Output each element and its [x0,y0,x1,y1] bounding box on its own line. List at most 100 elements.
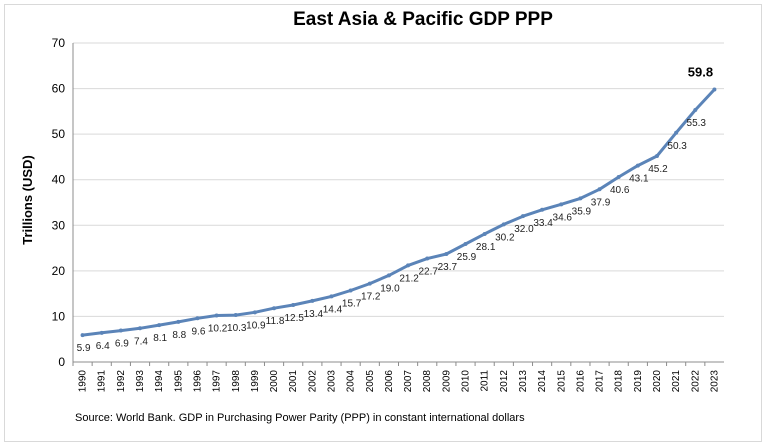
data-label-2013: 32.0 [514,224,534,235]
data-label-2007: 21.2 [399,273,419,284]
gridlines [72,42,724,366]
data-point-1993 [138,326,143,331]
x-tick-2006: 2006 [384,370,395,393]
data-point-1995 [176,319,181,324]
x-tick-1992: 1992 [116,370,127,393]
data-point-1999 [252,310,257,315]
y-tick-0: 0 [58,355,65,369]
y-tick-60: 60 [52,82,66,96]
data-point-2023 [712,87,717,92]
data-point-1996 [195,316,200,321]
x-tick-2011: 2011 [480,370,491,392]
series-line [81,88,716,337]
x-tick-2016: 2016 [575,370,586,393]
x-tick-1993: 1993 [135,370,146,393]
x-tick-1991: 1991 [97,370,108,393]
data-label-1999: 10.9 [246,320,266,331]
data-point-2017 [597,187,602,192]
x-tick-2017: 2017 [595,370,606,393]
data-label-2012: 30.2 [495,232,515,243]
y-tick-70: 70 [52,36,66,50]
x-tick-2010: 2010 [461,370,472,393]
y-tick-10: 10 [52,309,66,323]
x-tick-1990: 1990 [78,370,89,393]
x-tick-1999: 1999 [250,370,261,393]
x-tick-2014: 2014 [537,370,548,393]
data-point-2004 [348,288,353,293]
data-label-1995: 8.8 [172,330,186,341]
data-label-2002: 13.4 [304,309,324,320]
data-label-2001: 12.5 [284,313,304,324]
x-tick-2019: 2019 [633,370,644,393]
chart-title: East Asia & Pacific GDP PPP [293,9,553,30]
x-tick-2015: 2015 [556,370,567,393]
x-tick-2004: 2004 [346,370,357,393]
data-label-1991: 6.4 [96,341,110,352]
data-label-1993: 7.4 [134,336,148,347]
data-point-2016 [578,196,583,201]
data-label-1990: 5.9 [77,343,91,354]
data-label-2006: 19.0 [380,283,400,294]
data-label-2019: 43.1 [629,174,649,185]
data-point-2000 [272,306,277,311]
data-label-2020: 45.2 [648,164,668,175]
x-tick-2000: 2000 [269,370,280,393]
data-point-1990 [80,333,85,338]
data-point-2003 [329,294,334,299]
x-tick-2013: 2013 [518,370,529,393]
y-tick-40: 40 [52,173,66,187]
series-gdp [80,87,717,338]
data-point-2015 [559,202,564,207]
x-tick-2003: 2003 [326,370,337,393]
data-point-2012 [501,222,506,227]
data-label-2008: 22.7 [418,267,438,278]
data-label-2014: 33.4 [533,218,553,229]
x-tick-2021: 2021 [671,370,682,393]
y-tick-50: 50 [52,127,66,141]
data-point-2010 [463,241,468,246]
source-note: Source: World Bank. GDP in Purchasing Po… [75,412,525,424]
data-point-2002 [310,298,315,303]
data-point-2001 [291,303,296,308]
x-tick-2012: 2012 [499,370,510,393]
data-point-1994 [157,323,162,328]
x-tick-2020: 2020 [652,370,663,393]
data-point-1997 [214,313,219,318]
x-tick-2023: 2023 [709,370,720,393]
y-axis-label: Trillions (USD) [20,155,35,245]
x-tick-1994: 1994 [154,370,165,393]
data-labels: 5.9 6.4 6.9 7.4 8.1 8.8 9.6 10.2 10.3 10.9 11.8 12.… [77,64,713,354]
data-label-2009: 23.7 [438,262,458,273]
data-label-2003: 14.4 [323,304,343,315]
x-tick-1998: 1998 [231,370,242,393]
x-tick-2005: 2005 [365,370,376,393]
x-tick-2018: 2018 [614,370,625,393]
data-point-2008 [425,256,430,261]
data-label-2022: 55.3 [687,118,707,129]
data-label-2011: 28.1 [476,242,496,253]
data-point-2013 [520,214,525,219]
data-label-2010: 25.9 [457,252,477,263]
y-tick-labels: 0 10 20 30 40 50 60 70 [52,36,66,369]
data-point-2009 [444,251,449,256]
data-label-2018: 40.6 [610,185,630,196]
data-label-1996: 9.6 [192,326,206,337]
data-label-2015: 34.6 [553,212,573,223]
x-tick-2002: 2002 [307,370,318,393]
data-point-2019 [635,163,640,168]
data-label-2016: 35.9 [572,206,592,217]
data-label-2005: 17.2 [361,292,381,303]
x-tick-1995: 1995 [173,370,184,393]
data-point-2011 [482,231,487,236]
data-label-2017: 37.9 [591,197,611,208]
chart-frame [4,4,762,442]
x-tick-2022: 2022 [690,370,701,393]
data-label-1998: 10.3 [227,323,247,334]
x-tick-2008: 2008 [422,370,433,393]
data-label-2021: 50.3 [667,141,687,152]
y-tick-20: 20 [52,264,66,278]
data-point-2005 [367,281,372,286]
data-label-1997: 10.2 [208,324,228,335]
data-point-1991 [99,330,104,335]
